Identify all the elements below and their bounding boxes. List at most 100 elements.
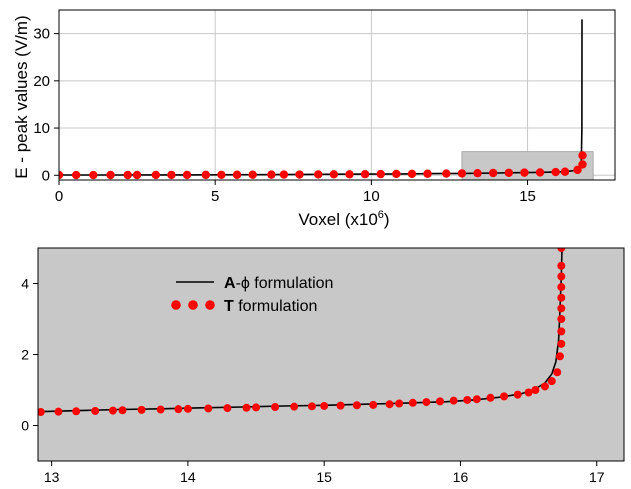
data-point (232, 170, 242, 179)
y-tick-label: 0 (42, 167, 50, 184)
data-point (392, 169, 401, 179)
data-point (540, 382, 549, 391)
y-tick-label: 2 (21, 347, 29, 363)
data-point (557, 339, 566, 348)
x-tick-label: 17 (589, 469, 605, 485)
x-axis-label-superscript: 6 (378, 209, 384, 221)
zoom-region-highlight (461, 151, 594, 181)
plot-area (38, 248, 566, 417)
data-point (500, 392, 509, 401)
x-tick-label: 5 (211, 188, 219, 205)
data-point (360, 169, 370, 179)
plot-frame (58, 9, 616, 181)
y-tick-label: 20 (33, 73, 50, 90)
data-point (520, 168, 529, 177)
data-point (486, 393, 495, 402)
data-point (578, 151, 587, 160)
data-point (295, 170, 304, 179)
x-tick-label: 15 (316, 469, 332, 485)
data-point (531, 386, 540, 394)
x-axis-label-tail: ) (384, 210, 390, 229)
data-point (279, 170, 289, 179)
data-point (395, 399, 404, 408)
x-axis-label: Voxel (x106) (298, 209, 389, 229)
data-point (557, 293, 566, 302)
data-point (376, 169, 385, 179)
plot-area (59, 19, 587, 180)
data-point (524, 388, 533, 397)
data-point (271, 403, 280, 412)
data-point (242, 403, 251, 412)
data-point (423, 169, 432, 178)
top-chart-panel: 0 5 10 15 0 10 20 30 (33, 9, 616, 205)
data-point (573, 165, 582, 175)
x-axis-label-text: Voxel (x10 (298, 210, 377, 229)
y-axis-label: E - peak values (V/m) (12, 15, 31, 178)
legend-marker-swatch (188, 300, 198, 310)
legend-entry-t: T formulation (224, 298, 317, 315)
data-point (217, 170, 226, 180)
data-point (535, 168, 545, 177)
data-point (473, 169, 482, 178)
data-point (167, 170, 176, 180)
y-tick-label: 0 (21, 418, 29, 434)
x-tick-label: 16 (453, 469, 469, 485)
data-point (449, 396, 458, 405)
data-point (329, 170, 339, 179)
y-tick-label: 10 (33, 120, 50, 137)
x-tick-label: 0 (55, 188, 63, 205)
data-point (551, 167, 560, 177)
data-point (248, 170, 257, 179)
data-point (457, 169, 467, 178)
data-point (553, 368, 562, 377)
data-point (472, 395, 481, 404)
data-point (557, 283, 566, 292)
x-tick-label: 13 (44, 469, 60, 485)
data-point (223, 404, 232, 413)
data-point (183, 404, 192, 413)
data-point (408, 398, 417, 407)
data-point (320, 401, 329, 410)
data-point (91, 406, 100, 415)
data-point (436, 397, 445, 406)
data-point (442, 169, 451, 178)
data-point (59, 170, 64, 180)
data-point (252, 403, 261, 412)
data-point (555, 352, 564, 361)
data-point (336, 401, 345, 410)
data-point (488, 168, 498, 178)
data-point (108, 406, 117, 415)
data-point (407, 169, 417, 179)
data-point (557, 315, 566, 323)
data-point (547, 377, 556, 386)
plot-background (38, 248, 624, 461)
data-point (290, 402, 299, 411)
data-point (132, 170, 142, 180)
data-point (182, 170, 192, 180)
data-point (151, 170, 161, 180)
legend-marker-swatch (171, 300, 181, 310)
data-point (204, 404, 213, 413)
data-point (314, 170, 323, 179)
data-point (369, 400, 378, 409)
data-point (156, 405, 165, 414)
data-point (118, 406, 127, 415)
x-tick-label: 14 (180, 469, 196, 485)
x-tick-label: 15 (519, 188, 536, 205)
data-point (38, 408, 45, 417)
data-point (267, 170, 276, 179)
data-point (557, 327, 566, 336)
data-point (504, 168, 513, 177)
legend-entry-a-phi: A-ϕ formulation (224, 275, 333, 292)
data-point (578, 160, 587, 169)
data-point (72, 407, 81, 416)
data-point (174, 405, 183, 414)
data-point (422, 398, 431, 407)
y-tick-label: 30 (33, 26, 50, 43)
legend-entry-a-phi-symbol: A (224, 275, 236, 292)
data-point (89, 170, 98, 180)
data-point (557, 272, 566, 281)
data-point (385, 400, 394, 409)
data-point (54, 407, 63, 416)
data-point (201, 170, 211, 180)
